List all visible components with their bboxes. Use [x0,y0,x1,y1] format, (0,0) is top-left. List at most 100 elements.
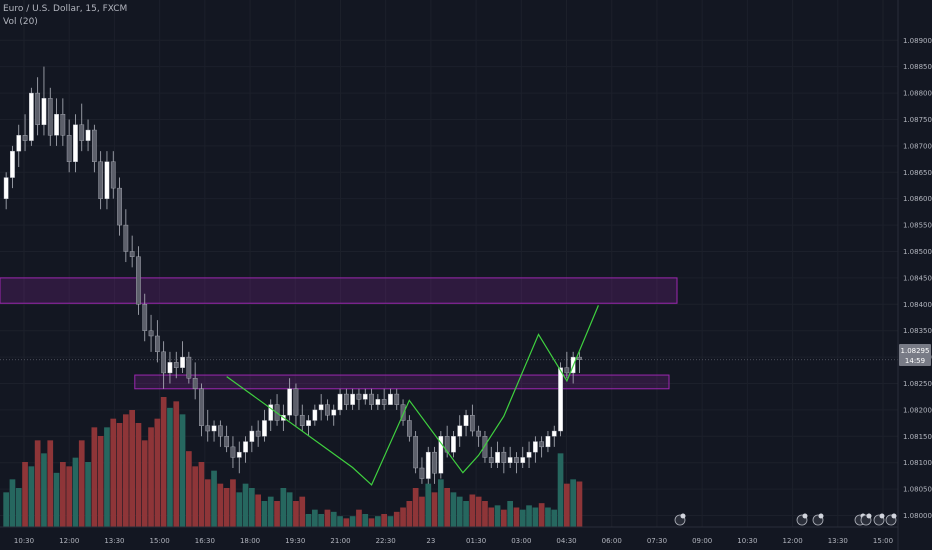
candle [123,209,129,263]
candle-body [142,304,148,331]
price-tick-label: 1.08100 [903,459,932,467]
volume-bar [236,492,243,527]
candle [381,388,387,410]
volume-bar [538,503,545,527]
candle-body [432,451,437,474]
candle [451,431,456,458]
volume-bar [375,516,381,527]
volume-bar [9,479,16,527]
candle [85,119,91,152]
candle-body [136,256,141,305]
volume-bar [154,418,161,527]
volume-bar [242,483,249,527]
event-badge [802,513,808,519]
candle-body [180,356,185,368]
volume-bar [72,457,79,527]
volume-bar [280,488,287,527]
volume-bar [261,501,268,527]
volume-bar [368,518,375,527]
candle-body [558,367,563,432]
volume-bar [318,514,324,527]
candle-body [16,135,22,152]
candle [362,388,368,405]
candle [47,87,53,146]
candle [318,394,324,421]
symbol-title[interactable]: Euro / U.S. Dollar, 15, FXCM [3,4,128,14]
volume-bar [34,440,41,527]
candle [129,235,135,268]
volume-bar [135,423,142,527]
candle-body [394,393,400,405]
price-tick-label: 1.08400 [903,301,932,309]
candle-body [3,177,9,199]
price-tick-label: 1.08000 [903,512,932,520]
candle-body [129,251,135,257]
volume-bar [488,507,495,527]
price-tick-label: 1.08050 [903,486,932,494]
volume-bar [469,494,476,527]
candle [41,66,47,136]
event-badge [680,513,686,519]
volume-bar [230,479,236,527]
candle-body [236,451,242,458]
price-tick-label: 1.08500 [903,248,932,256]
volume-bar [576,481,583,527]
candle [488,446,494,468]
time-tick-label: 13:30 [828,537,848,545]
volume-bar [104,427,110,527]
volume-bar [494,505,501,527]
volume-bar [356,509,362,527]
candle [438,431,444,479]
volume-bar [419,496,425,527]
volume-bar [349,516,356,527]
candle-body [318,404,324,411]
candle [507,446,513,468]
volume-bar [299,496,306,527]
volume-bars [3,397,583,527]
time-tick-label: 03:00 [511,537,531,545]
candle-body [148,330,154,337]
candle [268,399,274,432]
candle-body [362,393,368,400]
time-tick-label: 10:30 [14,537,34,545]
candle [293,383,299,426]
bar-countdown: 14:59 [905,357,925,365]
volume-bar [324,509,331,527]
candle [432,446,437,484]
candle [199,383,204,437]
price-tick-label: 1.08350 [903,327,932,335]
candle [350,388,356,410]
candle-body [161,351,167,374]
volume-bar [557,453,564,527]
volume-bar [286,492,293,527]
candle-body [47,98,53,136]
price-tick-label: 1.08650 [903,169,932,177]
candle [287,378,293,421]
volume-bar [330,511,337,527]
candle-body [205,425,211,432]
candle [407,415,412,442]
candle-body [325,404,330,416]
candle [299,404,305,432]
time-tick-label: 01:30 [466,537,486,545]
candle-body [425,451,431,479]
economic-event-icon [796,513,808,526]
volume-bar [47,440,54,527]
volume-bar [160,397,167,527]
volume-bar [387,516,394,527]
time-tick-label: 13:30 [104,537,124,545]
candle [205,409,211,442]
time-axis[interactable]: 10:30 12:00 13:30 15:00 16:30 18:00 19:30 21:00… [14,537,893,545]
volume-bar [110,418,117,527]
volume-bar [532,507,539,527]
volume-bar [412,488,419,527]
last-price-value: 1.08295 [901,347,930,355]
volume-bar [85,462,91,527]
candle [66,119,72,173]
volume-indicator-label[interactable]: Vol (20) [3,17,38,27]
candle-body [199,388,204,426]
candle [249,425,255,453]
candle-body [243,441,248,453]
candle [192,362,198,400]
